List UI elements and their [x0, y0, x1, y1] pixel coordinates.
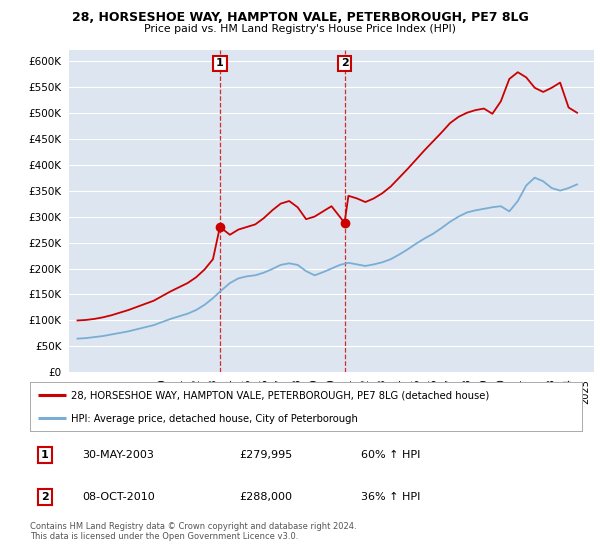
- Text: HPI: Average price, detached house, City of Peterborough: HPI: Average price, detached house, City…: [71, 414, 358, 424]
- Text: £279,995: £279,995: [240, 450, 293, 460]
- Text: 2: 2: [341, 58, 349, 68]
- Text: 30-MAY-2003: 30-MAY-2003: [82, 450, 154, 460]
- Text: 28, HORSESHOE WAY, HAMPTON VALE, PETERBOROUGH, PE7 8LG (detached house): 28, HORSESHOE WAY, HAMPTON VALE, PETERBO…: [71, 391, 490, 401]
- Text: 28, HORSESHOE WAY, HAMPTON VALE, PETERBOROUGH, PE7 8LG: 28, HORSESHOE WAY, HAMPTON VALE, PETERBO…: [71, 11, 529, 24]
- Text: Contains HM Land Registry data © Crown copyright and database right 2024.
This d: Contains HM Land Registry data © Crown c…: [30, 522, 356, 542]
- Text: 2: 2: [41, 492, 49, 502]
- Text: 08-OCT-2010: 08-OCT-2010: [82, 492, 155, 502]
- Text: 1: 1: [216, 58, 224, 68]
- Text: 36% ↑ HPI: 36% ↑ HPI: [361, 492, 421, 502]
- Text: Price paid vs. HM Land Registry's House Price Index (HPI): Price paid vs. HM Land Registry's House …: [144, 24, 456, 34]
- Text: £288,000: £288,000: [240, 492, 293, 502]
- Text: 1: 1: [41, 450, 49, 460]
- Text: 60% ↑ HPI: 60% ↑ HPI: [361, 450, 421, 460]
